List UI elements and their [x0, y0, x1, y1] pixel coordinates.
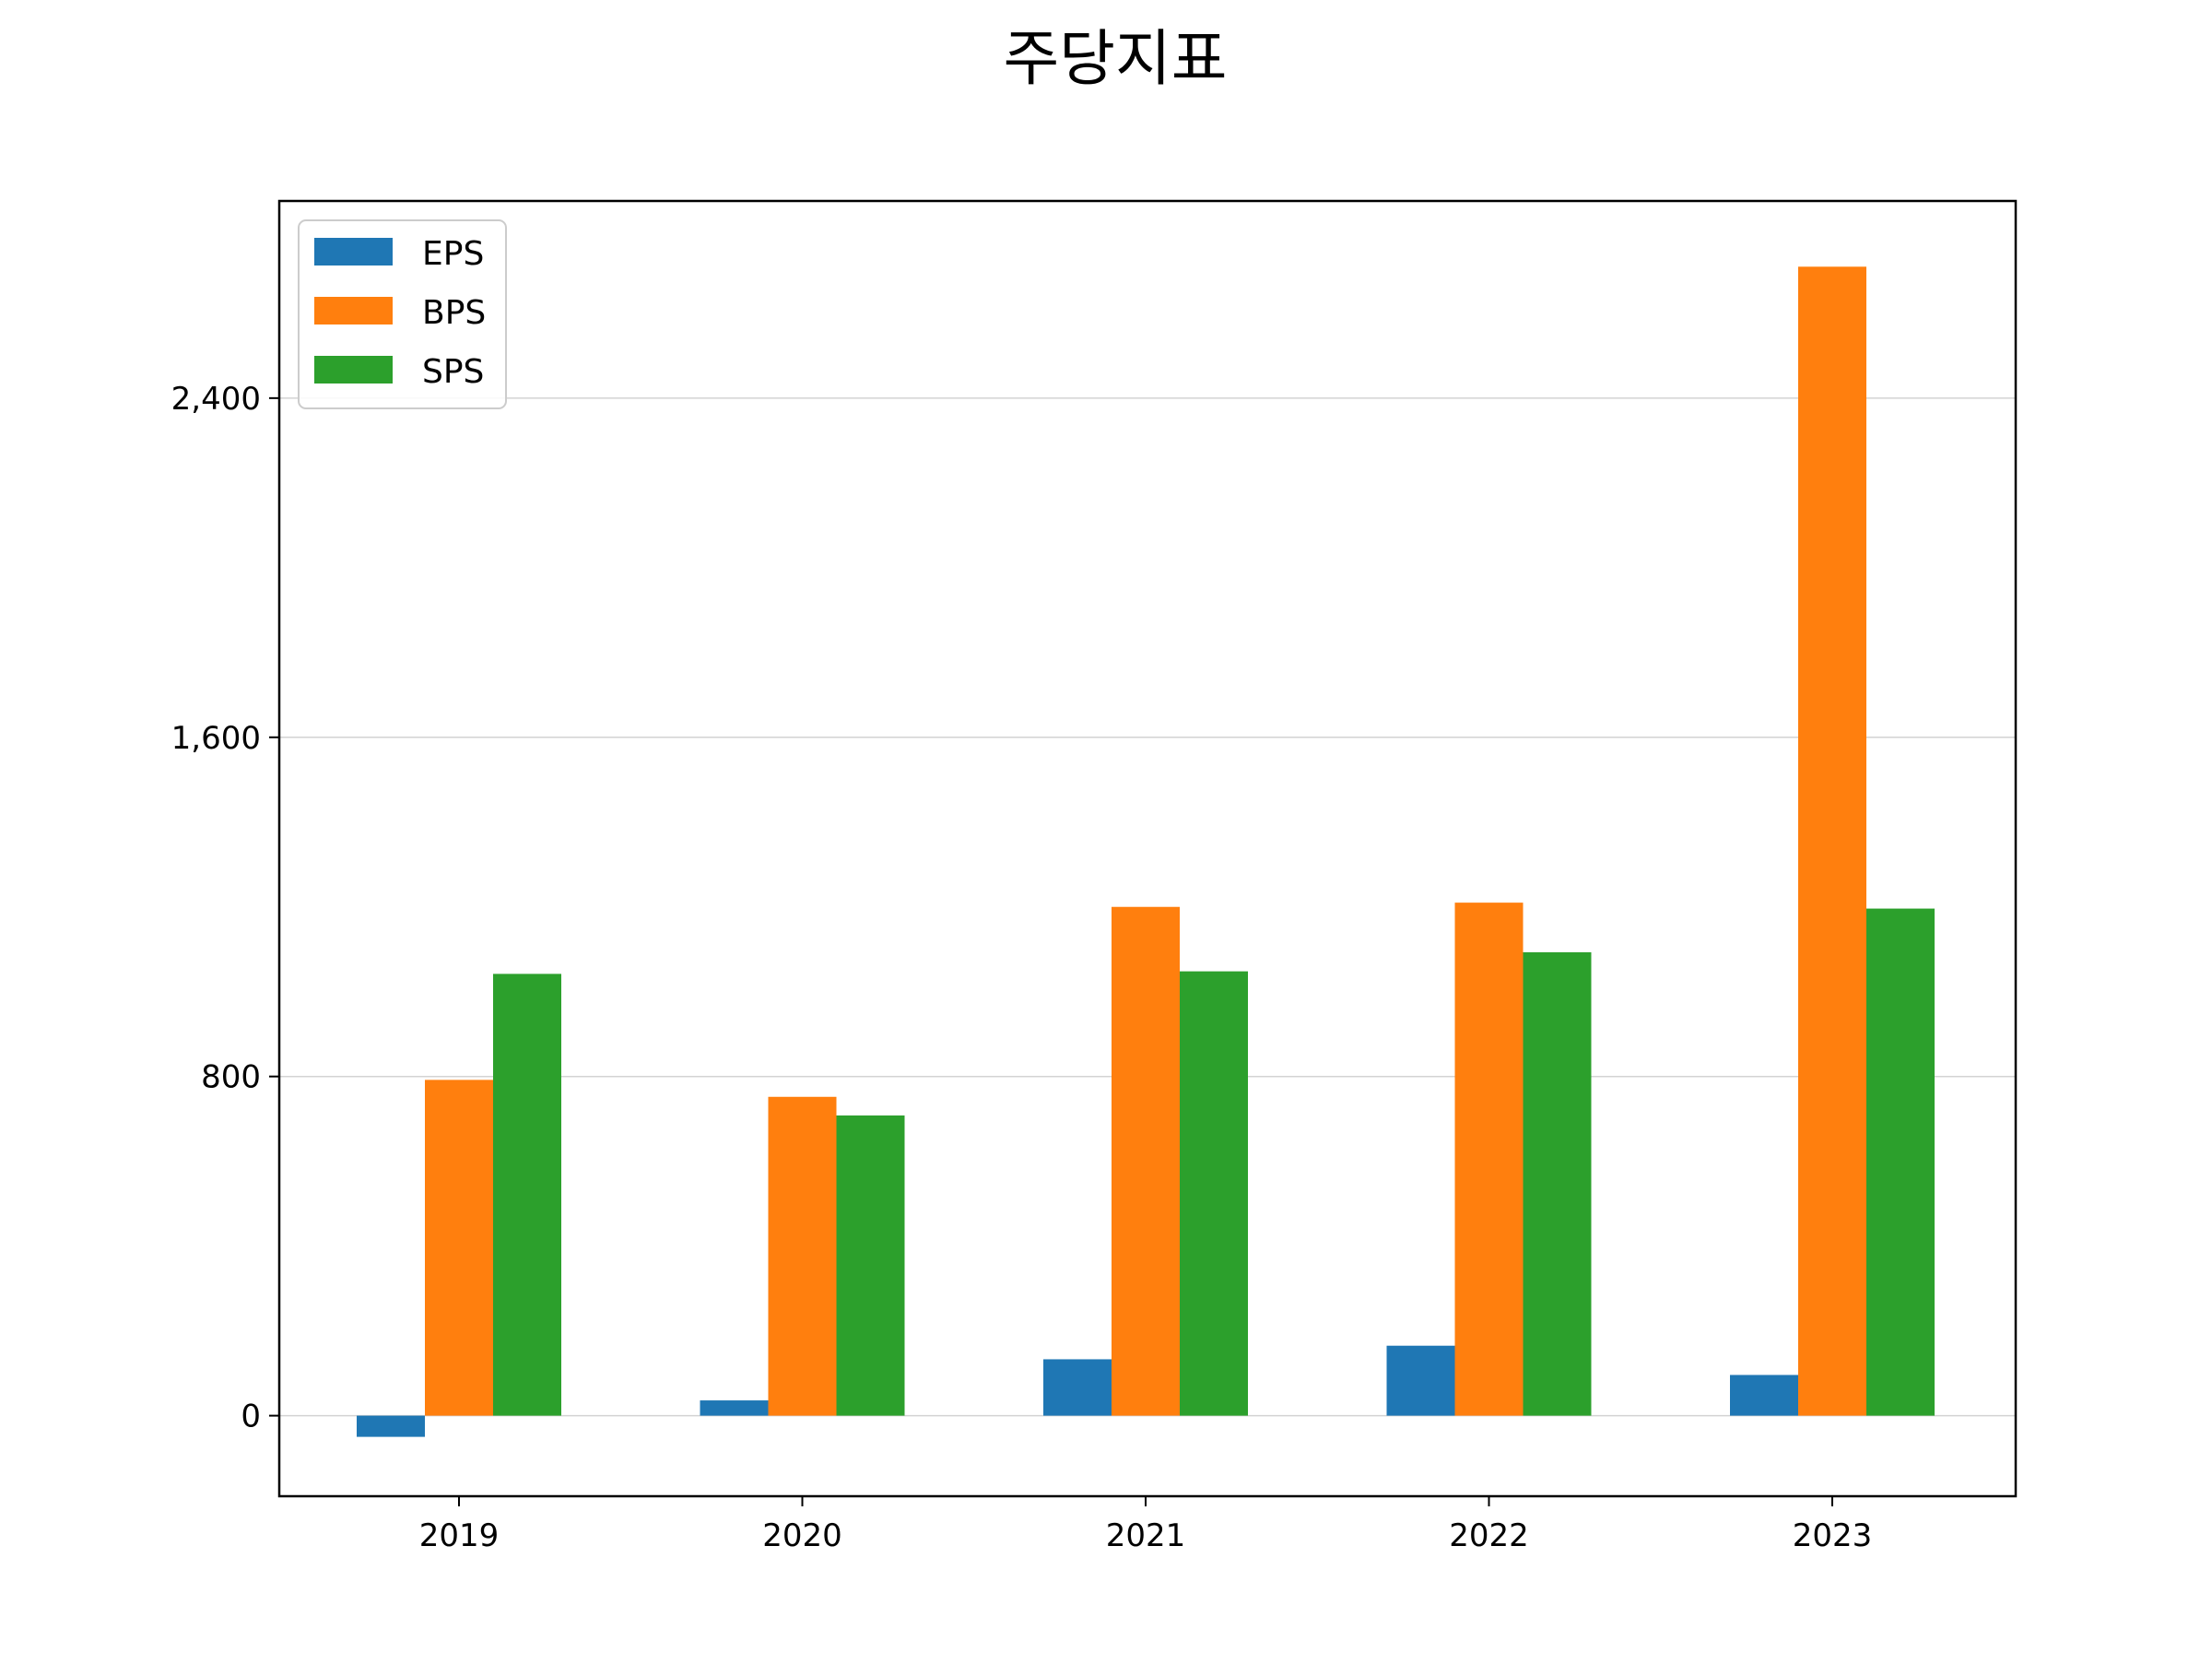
bar-eps-2020: [700, 1400, 769, 1416]
y-tick-label: 800: [201, 1059, 261, 1096]
bar-bps-2020: [768, 1096, 837, 1416]
y-tick-label: 1,600: [171, 720, 261, 757]
bar-sps-2022: [1523, 951, 1592, 1416]
bar-eps-2022: [1386, 1345, 1455, 1416]
bar-sps-2019: [493, 974, 561, 1416]
bar-bps-2023: [1798, 266, 1866, 1416]
legend-label-eps: EPS: [422, 235, 484, 273]
bar-sps-2020: [836, 1115, 905, 1416]
x-tick-label: 2020: [762, 1517, 842, 1554]
x-tick-label: 2019: [419, 1517, 500, 1554]
bar-eps-2021: [1043, 1359, 1112, 1416]
legend-swatch-eps: [314, 238, 393, 266]
bar-eps-2023: [1730, 1375, 1798, 1416]
bar-sps-2023: [1866, 908, 1935, 1416]
x-axis-ticks: 2019 2020 2021 2022 2023: [419, 1496, 1873, 1554]
bars: [357, 266, 1935, 1437]
chart-title: 주당지표: [1004, 23, 1228, 94]
plot-frame: [277, 199, 2018, 1498]
bar-bps-2021: [1112, 906, 1180, 1416]
bar-sps-2021: [1180, 971, 1248, 1416]
legend-label-sps: SPS: [422, 353, 484, 391]
x-tick-label: 2023: [1793, 1517, 1873, 1554]
legend-swatch-sps: [314, 356, 393, 384]
legend-swatch-bps: [314, 297, 393, 325]
y-tick-label: 0: [241, 1398, 261, 1435]
bar-bps-2022: [1454, 903, 1524, 1416]
legend: EPS BPS SPS: [298, 219, 507, 409]
bar-bps-2019: [425, 1080, 493, 1416]
y-axis-ticks: 0 800 1,600 2,400: [171, 381, 279, 1435]
bar-eps-2019: [357, 1415, 425, 1437]
legend-label-bps: BPS: [422, 294, 486, 332]
y-tick-label: 2,400: [171, 381, 261, 418]
x-tick-label: 2021: [1106, 1517, 1186, 1554]
x-tick-label: 2022: [1449, 1517, 1529, 1554]
